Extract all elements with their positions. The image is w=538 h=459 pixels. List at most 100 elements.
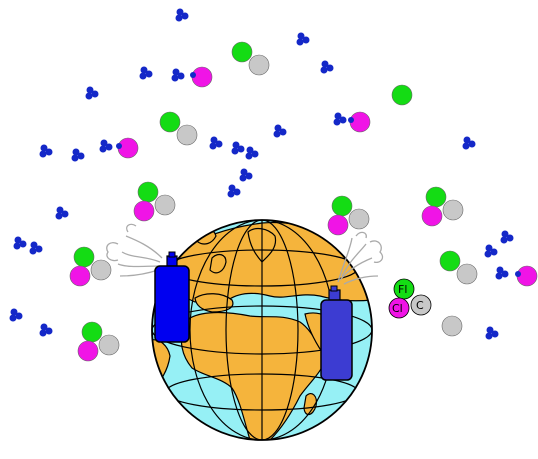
ozone-molecule-icon <box>462 136 476 150</box>
oxygen-atom-icon <box>227 190 235 198</box>
oxygen-atom-icon <box>334 112 342 120</box>
oxygen-atom-icon <box>13 242 21 250</box>
oxygen-atom-icon <box>99 145 107 153</box>
oxygen-atom-icon <box>56 206 64 214</box>
molecules-layer <box>9 8 538 362</box>
oxygen-atom-icon <box>348 117 354 123</box>
oxygen-atom-icon <box>515 271 521 277</box>
ozone-molecule-icon <box>227 184 241 198</box>
oxygen-atom-icon <box>30 241 38 249</box>
carbon-atom-icon <box>441 315 463 337</box>
ozone-molecule-icon <box>239 168 253 182</box>
oxygen-atom-icon <box>215 140 223 148</box>
oxygen-atom-icon <box>232 141 240 149</box>
globe-icon <box>151 219 373 441</box>
oxygen-atom-icon <box>85 92 93 100</box>
carbon-atom-icon <box>98 334 120 356</box>
cfc-molecule-icon <box>421 186 464 227</box>
oxygen-atom-icon <box>496 266 504 274</box>
oxygen-atom-icon <box>462 142 470 150</box>
oxygen-atom-icon <box>86 86 94 94</box>
cfc-molecule-icon <box>159 111 198 146</box>
oxygen-atom-icon <box>274 124 282 132</box>
oxygen-atom-icon <box>39 329 47 337</box>
ozone-molecule-icon <box>484 244 498 258</box>
oxygen-atom-icon <box>145 70 153 78</box>
fluorine-label: Fl <box>398 283 407 296</box>
ozone-molecule-icon <box>139 66 153 80</box>
carbon-atom-icon <box>90 259 112 281</box>
fluorine-atom-icon <box>425 186 447 208</box>
oxygen-atom-icon <box>71 154 79 162</box>
oxygen-atom-icon <box>72 148 80 156</box>
spray-plume-icon <box>337 231 384 285</box>
oxygen-atom-icon <box>484 250 492 258</box>
ozone-molecule-icon <box>231 141 245 155</box>
oxygen-atom-icon <box>490 248 498 256</box>
fluorine-atom-icon <box>231 41 253 63</box>
carbon-atom-icon <box>348 208 370 230</box>
oxygen-atom-icon <box>326 64 334 72</box>
oxygen-atom-icon <box>485 332 493 340</box>
oxygen-atom-icon <box>251 150 259 158</box>
cfc-molecule-icon <box>231 41 270 76</box>
oxygen-atom-icon <box>296 38 304 46</box>
oxygen-atom-icon <box>333 118 341 126</box>
oxygen-atom-icon <box>228 184 236 192</box>
ozone-molecule-icon <box>333 112 347 126</box>
ozone-molecule-icon <box>55 206 69 220</box>
carbon-atom-icon <box>456 263 478 285</box>
oxygen-atom-icon <box>40 323 48 331</box>
ozone-molecule-icon <box>9 308 23 322</box>
oxygen-atom-icon <box>321 60 329 68</box>
oxygen-atom-icon <box>210 136 218 144</box>
oxygen-atom-icon <box>45 148 53 156</box>
oxygen-atom-icon <box>91 90 99 98</box>
oxygen-atom-icon <box>245 172 253 180</box>
oxygen-atom-icon <box>181 12 189 20</box>
fluorine-atom-icon <box>159 111 181 133</box>
cfc-molecule-icon <box>69 246 112 287</box>
ozone-molecule-icon <box>29 241 43 255</box>
carbon-atom-icon <box>442 199 464 221</box>
fluorine-atom-icon <box>137 181 159 203</box>
ozone-molecule-icon <box>71 148 85 162</box>
oxygen-atom-icon <box>55 212 63 220</box>
oxygen-atom-icon <box>237 145 245 153</box>
fluorine-atom-icon <box>391 84 413 106</box>
ozone-molecule-icon <box>175 8 189 22</box>
fluorine-atom-icon <box>81 321 103 343</box>
oxygen-atom-icon <box>172 68 180 76</box>
cfc-molecule-icon: Fl Cl C <box>388 278 432 319</box>
ozone-molecule-icon <box>495 266 509 280</box>
oxygen-atom-icon <box>495 272 503 280</box>
chlorine-atom-icon <box>515 265 538 287</box>
cfc-molecule-icon <box>439 250 478 285</box>
carbon-atom-icon <box>410 294 432 316</box>
oxygen-atom-icon <box>246 146 254 154</box>
oxygen-atom-icon <box>233 188 241 196</box>
oxygen-atom-icon <box>116 143 122 149</box>
chlorine-atom-icon <box>388 297 410 319</box>
ozone-molecule-icon <box>13 236 27 250</box>
fluorine-atom-icon <box>439 250 461 272</box>
ozone-molecule-icon <box>485 326 499 340</box>
fluorine-atom-icon <box>391 84 413 106</box>
oxygen-atom-icon <box>140 66 148 74</box>
oxygen-atom-icon <box>35 245 43 253</box>
oxygen-atom-icon <box>29 247 37 255</box>
ozone-molecule-icon <box>500 230 514 244</box>
oxygen-atom-icon <box>39 150 47 158</box>
oxygen-atom-icon <box>240 168 248 176</box>
cfc-molecule-icon <box>327 195 370 236</box>
oxygen-atom-icon <box>231 147 239 155</box>
oxygen-atom-icon <box>176 8 184 16</box>
chlorine-atom-icon <box>77 340 99 362</box>
oxygen-atom-icon <box>500 236 508 244</box>
oxygen-atom-icon <box>139 72 147 80</box>
carbon-atom-icon <box>248 54 270 76</box>
ozone-molecule-icon <box>320 60 334 74</box>
ozone-molecule-icon <box>85 86 99 100</box>
oxygen-atom-icon <box>190 72 196 78</box>
